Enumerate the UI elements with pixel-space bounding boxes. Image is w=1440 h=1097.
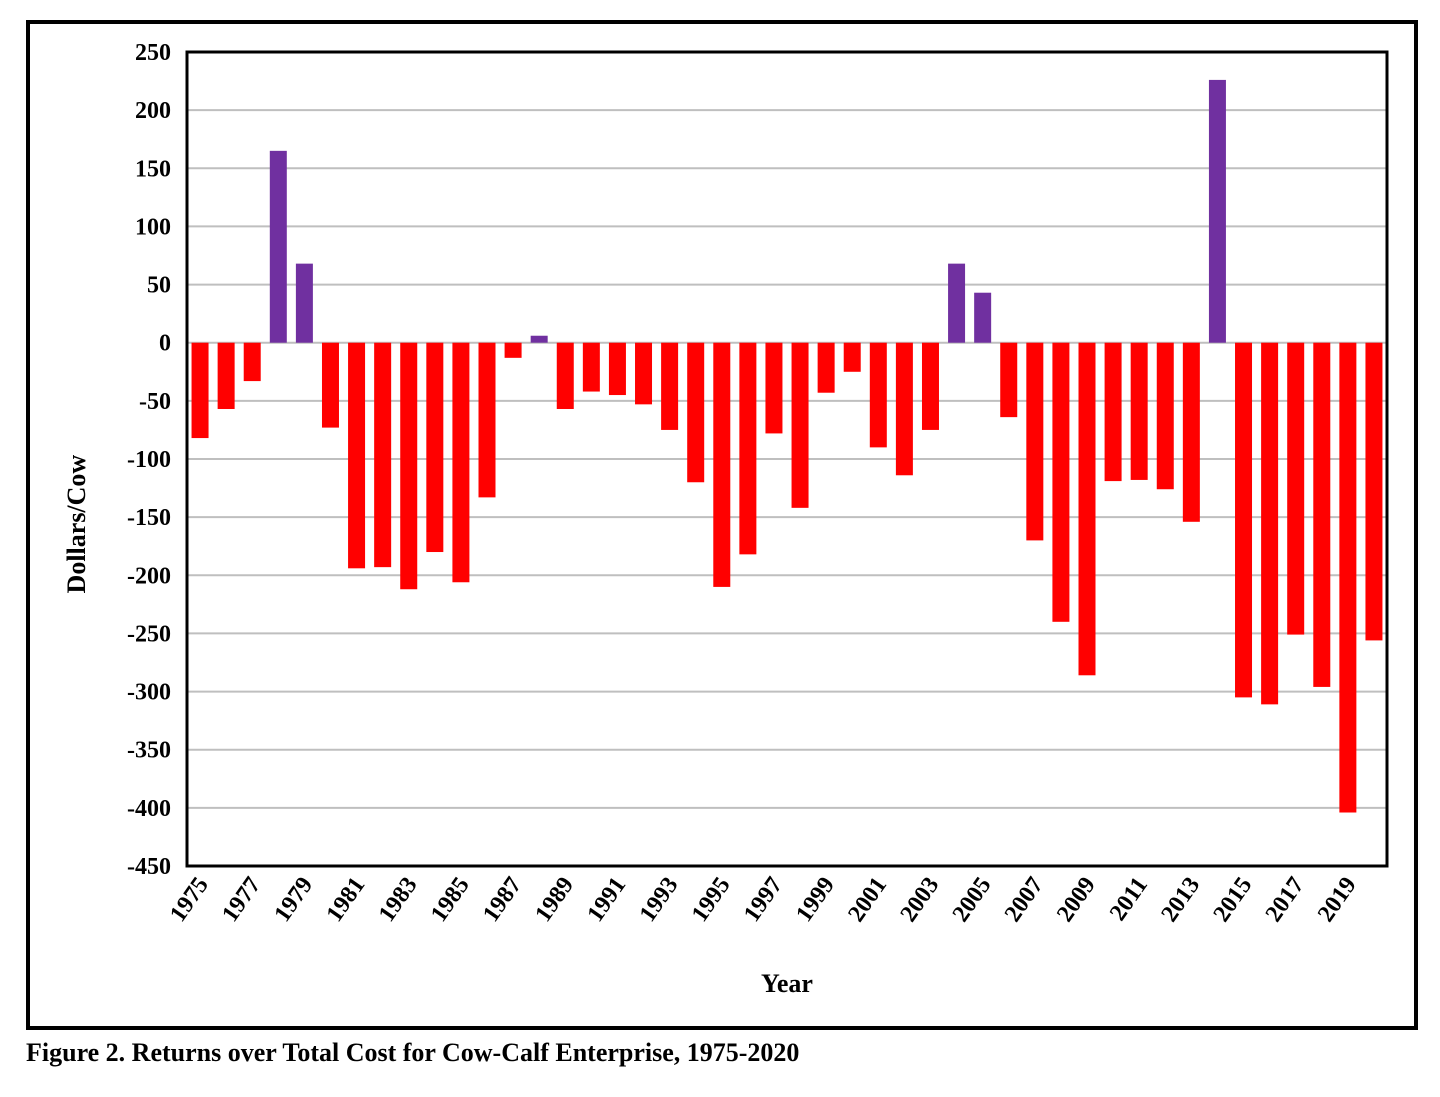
bar-2004 (948, 263, 966, 343)
y-tick-label: -200 (127, 563, 171, 589)
bar-1986 (478, 342, 496, 498)
x-tick-label: 2011 (1105, 873, 1153, 926)
gridlines (187, 109, 1387, 809)
x-tick-label: 1997 (739, 873, 788, 927)
bar-2000 (843, 342, 861, 372)
bar-1983 (400, 342, 418, 590)
bar-1976 (217, 342, 235, 409)
bar-1981 (348, 342, 366, 569)
bar-1984 (426, 342, 444, 553)
x-tick-label: 1979 (269, 873, 318, 927)
bar-1991 (608, 342, 626, 396)
bar-2012 (1156, 342, 1174, 490)
x-tick-label: 1987 (478, 873, 527, 927)
x-tick-label: 1975 (165, 873, 214, 927)
y-tick-label: -300 (127, 680, 171, 706)
bar-1975 (191, 342, 209, 439)
bar-1996 (739, 342, 757, 555)
y-tick-label: 50 (147, 273, 171, 299)
y-tick-label: -100 (127, 447, 171, 473)
bar-2009 (1078, 342, 1096, 676)
x-tick-label: 2001 (843, 873, 892, 927)
bar-1985 (452, 342, 470, 583)
bar-2007 (1026, 342, 1044, 541)
bar-1992 (635, 342, 653, 405)
bar-2014 (1208, 79, 1226, 343)
x-axis-ticks: 1975 1977 1979 1981 1983 1985 1987 1989 1991 1993… (165, 873, 1362, 927)
x-tick-label: 1977 (217, 873, 266, 927)
bar-1994 (687, 342, 705, 483)
bar-2020 (1365, 342, 1383, 641)
x-tick-label: 2015 (1209, 873, 1258, 927)
x-tick-label: 2005 (948, 873, 997, 927)
y-tick-label: -150 (127, 505, 171, 531)
plot-area-border (185, 50, 1389, 868)
bars (191, 79, 1383, 813)
bar-1989 (556, 342, 574, 409)
bar-2003 (921, 342, 939, 430)
bar-chart: -450 -400 -350 -300 -250 -200 -150 -100 -50 0 50 10… (62, 40, 1389, 998)
x-tick-label: 1993 (635, 873, 684, 927)
bar-1990 (582, 342, 600, 392)
bar-2019 (1339, 342, 1357, 813)
x-tick-label: 2003 (896, 873, 945, 927)
y-tick-label: 250 (135, 40, 171, 66)
x-tick-label: 1983 (374, 873, 423, 927)
x-tick-label: 2019 (1313, 873, 1362, 927)
x-tick-label: 1981 (322, 873, 371, 927)
y-tick-label: -50 (139, 389, 171, 415)
x-tick-label: 1985 (426, 873, 475, 927)
x-tick-label: 1999 (791, 873, 840, 927)
bar-1998 (791, 342, 809, 508)
y-tick-label: 200 (135, 98, 171, 124)
x-tick-label: 2007 (1000, 873, 1049, 927)
x-tick-label: 2017 (1261, 873, 1310, 927)
bar-2017 (1287, 342, 1305, 635)
y-tick-label: 150 (135, 156, 171, 182)
y-tick-label: 100 (135, 214, 171, 240)
y-tick-label: -250 (127, 621, 171, 647)
y-tick-label: -400 (127, 796, 171, 822)
bar-2010 (1104, 342, 1122, 482)
bar-1977 (243, 342, 261, 382)
x-tick-label: 1991 (583, 873, 632, 927)
bar-1982 (374, 342, 392, 568)
bar-2006 (1000, 342, 1018, 418)
chart-frame: -450 -400 -350 -300 -250 -200 -150 -100 -50 0 50 10… (26, 20, 1418, 1030)
x-tick-label: 1989 (530, 873, 579, 927)
y-tick-label: 0 (159, 331, 171, 357)
figure-caption: Figure 2. Returns over Total Cost for Co… (26, 1038, 800, 1067)
x-tick-label: 2009 (1052, 873, 1101, 927)
bar-2008 (1052, 342, 1070, 622)
bar-2013 (1182, 342, 1200, 522)
bar-2002 (895, 342, 913, 476)
y-tick-label: -350 (127, 738, 171, 764)
bar-2005 (974, 292, 992, 343)
bar-2016 (1261, 342, 1279, 705)
bar-1993 (661, 342, 679, 430)
bar-1978 (269, 150, 287, 343)
bar-1999 (817, 342, 835, 393)
bar-1988 (530, 335, 548, 343)
bar-2018 (1313, 342, 1331, 687)
bar-1995 (713, 342, 731, 587)
x-tick-label: 2013 (1156, 873, 1205, 927)
bar-1979 (295, 263, 313, 343)
bar-1997 (765, 342, 783, 434)
x-axis-title: Year (761, 969, 813, 998)
y-axis-ticks: -450 -400 -350 -300 -250 -200 -150 -100 -50 0 50 10… (127, 40, 171, 880)
bar-2015 (1235, 342, 1253, 698)
y-tick-label: -450 (127, 854, 171, 880)
bar-1987 (504, 342, 522, 358)
bar-2001 (869, 342, 887, 448)
bar-1980 (321, 342, 339, 428)
bar-2011 (1130, 342, 1148, 480)
x-tick-label: 1995 (687, 873, 736, 927)
y-axis-title: Dollars/Cow (62, 455, 91, 594)
